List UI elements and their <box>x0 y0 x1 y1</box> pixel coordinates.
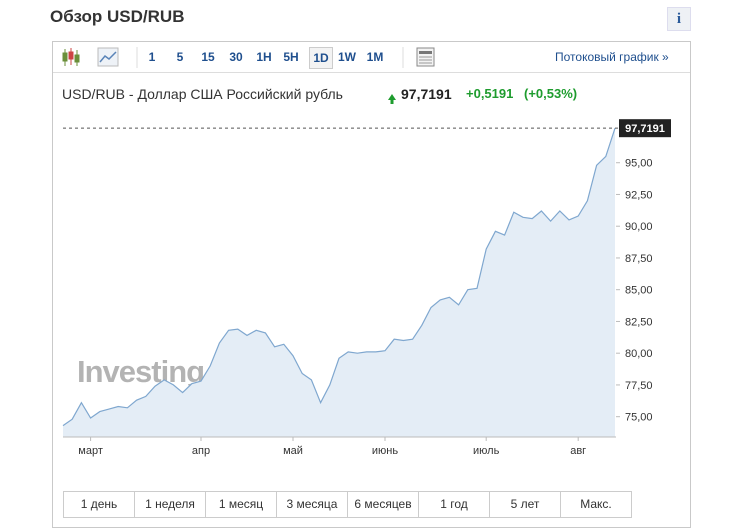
x-tick-label: авг <box>570 445 586 457</box>
quote-price: 97,7191 <box>401 86 452 102</box>
table-icon[interactable] <box>416 47 435 67</box>
quote-change: +0,5191 <box>466 86 514 101</box>
candle-icon[interactable] <box>62 48 80 66</box>
y-tick-label: 90,00 <box>625 221 653 233</box>
y-tick-label: 87,50 <box>625 253 653 265</box>
interval-button[interactable]: 1D <box>309 47 333 69</box>
watermark-brand: Investing <box>77 354 204 389</box>
y-tick-label: 75,00 <box>625 412 653 424</box>
price-line <box>62 128 616 427</box>
x-tick-label: март <box>78 445 103 457</box>
page-title: Обзор USD/RUB <box>50 7 185 26</box>
y-tick-label: 80,00 <box>625 348 653 360</box>
range-button[interactable]: 5 лет <box>489 491 561 518</box>
x-tick-label: май <box>283 445 303 457</box>
range-button[interactable]: 1 месяц <box>205 491 277 518</box>
area-icon[interactable] <box>97 47 119 67</box>
info-button[interactable]: i <box>667 7 691 31</box>
y-tick-label: 82,50 <box>625 316 653 328</box>
up-arrow <box>388 94 396 104</box>
interval-button[interactable]: 5 <box>176 50 184 64</box>
y-tick-label: 92,50 <box>625 189 653 201</box>
range-button[interactable]: Макс. <box>560 491 632 518</box>
interval-button[interactable]: 1W <box>338 50 356 64</box>
interval-button[interactable]: 1H <box>256 50 272 64</box>
range-button[interactable]: 1 день <box>63 491 135 518</box>
last-price-box <box>619 119 671 138</box>
y-tick-label: 77,50 <box>625 380 653 392</box>
quote-change-pct: (+0,53%) <box>524 86 578 101</box>
widget-frame <box>52 41 691 528</box>
streaming-link[interactable]: Потоковый график » <box>555 50 669 64</box>
interval-button[interactable]: 1M <box>366 50 384 64</box>
interval-button[interactable]: 15 <box>201 50 215 64</box>
x-tick-label: июнь <box>372 445 398 457</box>
interval-button[interactable]: 1 <box>148 50 156 64</box>
quote-name: USD/RUB - Доллар США Российский рубль <box>62 86 343 102</box>
range-button[interactable]: 6 месяцев <box>347 491 419 518</box>
area-fill <box>63 128 615 437</box>
x-tick-label: июль <box>473 445 500 457</box>
toolbar <box>53 42 690 73</box>
interval-button[interactable]: 30 <box>229 50 243 64</box>
range-button[interactable]: 3 месяца <box>276 491 348 518</box>
range-button[interactable]: 1 год <box>418 491 490 518</box>
x-tick-label: апр <box>192 445 210 457</box>
range-button[interactable]: 1 неделя <box>134 491 206 518</box>
last-price-label: 97,7191 <box>625 123 665 135</box>
interval-button[interactable]: 5H <box>283 50 299 64</box>
y-tick-label: 95,00 <box>625 158 653 170</box>
y-tick-label: 85,00 <box>625 285 653 297</box>
